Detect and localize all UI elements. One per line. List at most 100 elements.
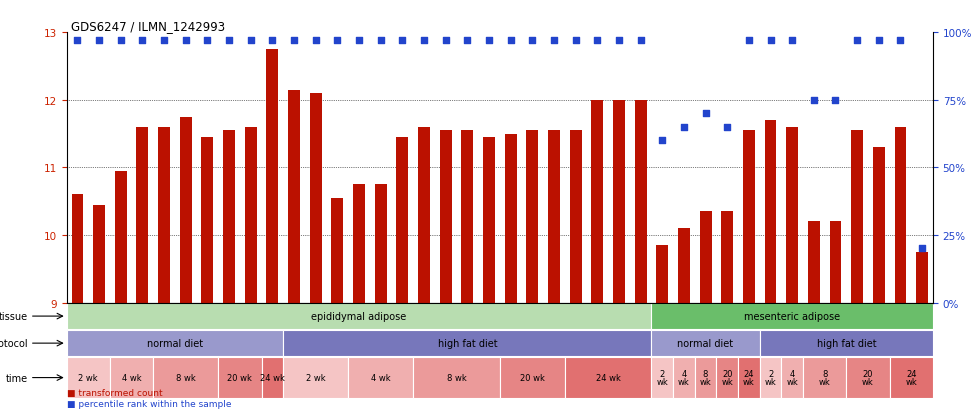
Bar <box>67 330 283 356</box>
Text: GDS6247 / ILMN_1242993: GDS6247 / ILMN_1242993 <box>71 20 225 33</box>
Bar <box>158 128 171 303</box>
Bar <box>743 131 755 303</box>
Text: 8
wk: 8 wk <box>700 369 711 386</box>
Text: mesenteric adipose: mesenteric adipose <box>744 311 840 321</box>
Bar <box>223 131 235 303</box>
Point <box>828 97 844 104</box>
Text: 2
wk: 2 wk <box>657 369 668 386</box>
Point <box>762 38 778 45</box>
Text: ■ transformed count: ■ transformed count <box>67 388 163 397</box>
Text: 20
wk: 20 wk <box>862 369 874 386</box>
Point <box>329 38 345 45</box>
Text: 20 wk: 20 wk <box>227 373 252 382</box>
Bar <box>548 131 560 303</box>
Bar <box>110 358 153 398</box>
Text: tissue: tissue <box>0 311 27 321</box>
Bar <box>695 358 716 398</box>
Point <box>70 38 85 45</box>
Bar <box>829 222 842 303</box>
Point <box>741 38 757 45</box>
Point <box>395 38 411 45</box>
Bar <box>760 330 933 356</box>
Bar <box>219 358 262 398</box>
Bar <box>418 128 430 303</box>
Bar <box>852 131 863 303</box>
Point <box>113 38 128 45</box>
Text: 2
wk: 2 wk <box>764 369 776 386</box>
Point <box>524 38 540 45</box>
Point <box>806 97 821 104</box>
Bar <box>67 358 110 398</box>
Bar <box>808 222 820 303</box>
Point <box>221 38 237 45</box>
Bar <box>890 358 933 398</box>
Bar <box>353 185 365 303</box>
Text: high fat diet: high fat diet <box>816 338 876 348</box>
Text: epididymal adipose: epididymal adipose <box>312 311 407 321</box>
Point <box>265 38 280 45</box>
Text: 24
wk: 24 wk <box>906 369 917 386</box>
Text: 2 wk: 2 wk <box>306 373 325 382</box>
Bar <box>483 138 495 303</box>
Bar <box>612 100 625 303</box>
Bar <box>67 304 652 329</box>
Bar <box>700 212 711 303</box>
Bar <box>652 330 760 356</box>
Bar <box>179 117 192 303</box>
Point <box>416 38 432 45</box>
Point <box>893 38 908 45</box>
Text: 4
wk: 4 wk <box>786 369 798 386</box>
Point <box>676 124 692 131</box>
Text: time: time <box>6 373 27 383</box>
Point <box>589 38 605 45</box>
Bar <box>136 128 148 303</box>
Point <box>200 38 216 45</box>
Point <box>156 38 171 45</box>
Bar <box>310 94 321 303</box>
Text: 4 wk: 4 wk <box>370 373 390 382</box>
Bar <box>115 171 126 303</box>
Text: 20
wk: 20 wk <box>721 369 733 386</box>
Text: normal diet: normal diet <box>147 338 203 348</box>
Bar <box>591 100 604 303</box>
Point <box>178 38 194 45</box>
Text: 4 wk: 4 wk <box>122 373 141 382</box>
Bar <box>505 134 516 303</box>
Bar <box>500 358 564 398</box>
Bar <box>678 229 690 303</box>
Point <box>351 38 367 45</box>
Bar <box>657 245 668 303</box>
Text: 4
wk: 4 wk <box>678 369 690 386</box>
Bar <box>652 358 673 398</box>
Text: 24 wk: 24 wk <box>596 373 620 382</box>
Text: 24
wk: 24 wk <box>743 369 755 386</box>
Bar <box>288 90 300 303</box>
Bar <box>262 358 283 398</box>
Bar <box>873 148 885 303</box>
Bar <box>462 131 473 303</box>
Point <box>503 38 518 45</box>
Point <box>243 38 259 45</box>
Point <box>698 111 713 117</box>
Bar <box>440 131 452 303</box>
Bar <box>781 358 803 398</box>
Point <box>286 38 302 45</box>
Bar <box>803 358 847 398</box>
Bar <box>716 358 738 398</box>
Text: 8 wk: 8 wk <box>447 373 466 382</box>
Point <box>91 38 107 45</box>
Text: 8 wk: 8 wk <box>175 373 196 382</box>
Bar <box>414 358 500 398</box>
Point <box>784 38 800 45</box>
Bar <box>526 131 538 303</box>
Bar <box>673 358 695 398</box>
Point <box>719 124 735 131</box>
Bar <box>847 358 890 398</box>
Bar <box>564 358 652 398</box>
Point <box>372 38 388 45</box>
Text: 2 wk: 2 wk <box>78 373 98 382</box>
Bar <box>245 128 257 303</box>
Text: protocol: protocol <box>0 338 27 348</box>
Point <box>655 138 670 144</box>
Text: ■ percentile rank within the sample: ■ percentile rank within the sample <box>67 399 231 408</box>
